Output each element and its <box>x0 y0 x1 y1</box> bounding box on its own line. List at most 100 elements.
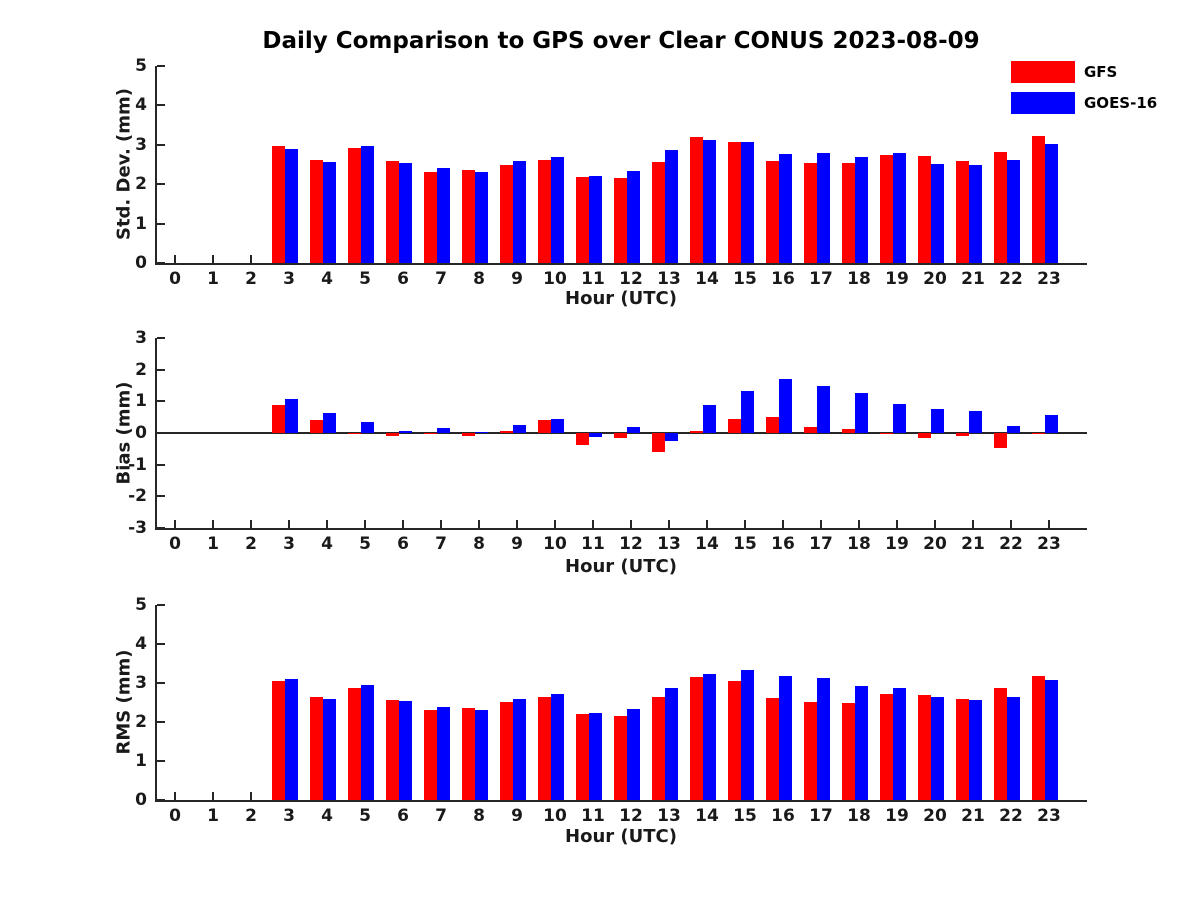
bar-goes16-h4 <box>323 698 336 800</box>
y-tick <box>157 682 165 684</box>
bar-gfs-h8 <box>462 170 475 263</box>
bar-goes16-h8 <box>475 171 488 263</box>
x-tick-label: 8 <box>473 269 485 289</box>
x-tick-label: 15 <box>733 534 757 554</box>
bar-goes16-h15 <box>741 390 754 433</box>
bar-gfs-h12 <box>614 433 627 439</box>
bar-goes16-h21 <box>969 699 982 800</box>
bar-gfs-h13 <box>652 433 665 452</box>
x-tick-label: 12 <box>619 534 643 554</box>
x-tick <box>706 520 708 528</box>
bar-goes16-h18 <box>855 156 868 263</box>
bar-goes16-h7 <box>437 427 450 433</box>
bar-goes16-h23 <box>1045 415 1058 433</box>
bar-goes16-h18 <box>855 393 868 433</box>
bar-gfs-h10 <box>538 159 551 263</box>
bar-goes16-h16 <box>779 154 792 263</box>
bar-goes16-h23 <box>1045 679 1058 800</box>
x-tick-label: 18 <box>847 269 871 289</box>
x-tick-label: 23 <box>1037 806 1061 826</box>
x-tick-label: 13 <box>657 806 681 826</box>
x-tick <box>896 520 898 528</box>
x-tick-label: 13 <box>657 269 681 289</box>
x-tick-label: 18 <box>847 806 871 826</box>
bar-goes16-h22 <box>1007 697 1020 800</box>
gfs-color-swatch <box>1011 61 1075 83</box>
bar-gfs-h8 <box>462 433 475 436</box>
bar-gfs-h11 <box>576 433 589 446</box>
x-tick <box>402 520 404 528</box>
x-tick-label: 10 <box>543 534 567 554</box>
bar-goes16-h21 <box>969 410 982 433</box>
x-tick-label: 23 <box>1037 534 1061 554</box>
bar-goes16-h9 <box>513 698 526 800</box>
bar-gfs-h23 <box>1032 136 1045 263</box>
x-tick <box>212 792 214 800</box>
x-tick <box>364 520 366 528</box>
bar-gfs-h15 <box>728 418 741 433</box>
bar-goes16-h10 <box>551 418 564 433</box>
y-tick-label: 4 <box>135 634 147 654</box>
bar-gfs-h12 <box>614 177 627 263</box>
y-tick-label: 0 <box>135 253 147 273</box>
bar-goes16-h16 <box>779 675 792 800</box>
x-tick <box>478 520 480 528</box>
bar-gfs-h22 <box>994 433 1007 449</box>
bar-gfs-h5 <box>348 433 361 434</box>
bar-goes16-h10 <box>551 157 564 263</box>
bar-goes16-h12 <box>627 708 640 800</box>
y-tick <box>157 604 165 606</box>
x-tick-label: 14 <box>695 806 719 826</box>
y-tick <box>157 262 165 264</box>
x-tick-label: 8 <box>473 806 485 826</box>
bar-goes16-h7 <box>437 707 450 800</box>
bar-goes16-h4 <box>323 162 336 263</box>
rms-x-axis-label: Hour (UTC) <box>565 826 677 847</box>
bar-gfs-h21 <box>956 698 969 800</box>
bar-goes16-h19 <box>893 403 906 433</box>
x-tick-label: 1 <box>207 269 219 289</box>
x-tick-label: 1 <box>207 534 219 554</box>
x-tick-label: 7 <box>435 534 447 554</box>
x-tick-label: 11 <box>581 269 605 289</box>
bar-gfs-h22 <box>994 688 1007 800</box>
bar-gfs-h9 <box>500 431 513 433</box>
stddev-x-axis-label: Hour (UTC) <box>565 288 677 309</box>
x-tick-label: 15 <box>733 806 757 826</box>
y-tick <box>157 495 165 498</box>
x-tick <box>1010 520 1012 528</box>
x-tick <box>174 520 176 528</box>
x-tick <box>250 255 252 263</box>
bar-gfs-h19 <box>880 433 893 434</box>
bar-gfs-h17 <box>804 702 817 800</box>
bar-gfs-h3 <box>272 680 285 800</box>
bar-goes16-h17 <box>817 152 830 263</box>
legend-item-gfs: GFS <box>1011 61 1157 83</box>
bar-goes16-h20 <box>931 163 944 263</box>
bar-goes16-h6 <box>399 431 412 433</box>
bar-gfs-h22 <box>994 151 1007 263</box>
x-tick-label: 0 <box>169 534 181 554</box>
bar-goes16-h22 <box>1007 426 1020 433</box>
bar-goes16-h11 <box>589 712 602 800</box>
bias-plot-area: -3 -2 -1 0 1 2 3 0 1 2 3 4 5 6 7 8 9 10 11 12 13 14 15 16 17 18 19… <box>128 328 1087 554</box>
y-tick <box>157 104 165 107</box>
x-tick-label: 10 <box>543 806 567 826</box>
bar-gfs-h5 <box>348 687 361 800</box>
bar-gfs-h23 <box>1032 675 1045 800</box>
bar-goes16-h11 <box>589 175 602 263</box>
x-tick-label: 6 <box>397 534 409 554</box>
bar-goes16-h19 <box>893 153 906 263</box>
bar-gfs-h18 <box>842 163 855 263</box>
bar-goes16-h8 <box>475 432 488 434</box>
chart-title: Daily Comparison to GPS over Clear CONUS… <box>262 28 980 54</box>
bar-goes16-h7 <box>437 168 450 263</box>
x-tick-label: 16 <box>771 806 795 826</box>
x-tick <box>174 792 176 800</box>
bar-gfs-h11 <box>576 713 589 800</box>
y-tick-label: -3 <box>128 518 147 538</box>
bar-gfs-h21 <box>956 433 969 436</box>
x-tick <box>250 520 252 528</box>
x-tick-label: 17 <box>809 534 833 554</box>
y-tick-label: -2 <box>128 486 147 507</box>
